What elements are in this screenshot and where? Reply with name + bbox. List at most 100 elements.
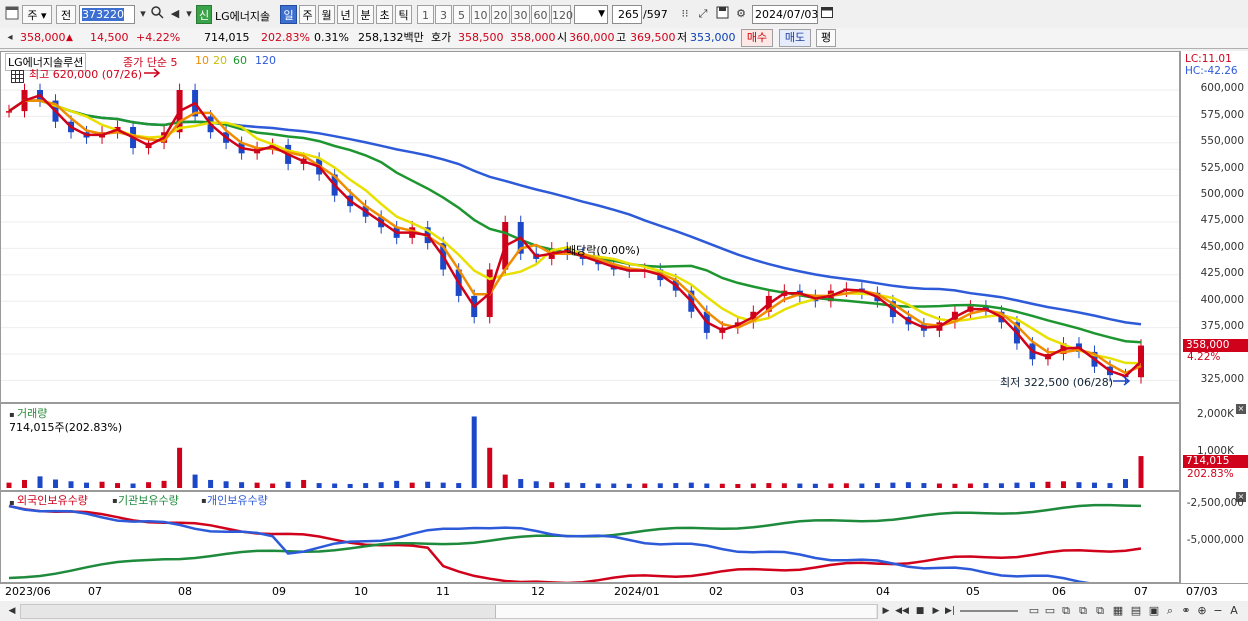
volume-bar bbox=[239, 482, 245, 488]
minute-10-button[interactable]: 10 bbox=[471, 5, 490, 24]
volume-bar bbox=[936, 483, 942, 488]
crosshair-icon[interactable]: ⤢ bbox=[698, 7, 708, 20]
y-tick-label: 2,000K bbox=[1197, 408, 1234, 420]
zoom-slider[interactable] bbox=[960, 610, 1018, 612]
period-minute-button[interactable]: 분 bbox=[357, 5, 374, 24]
x-tick-label: 09 bbox=[272, 585, 286, 598]
y-tick-label: 475,000 bbox=[1200, 214, 1244, 226]
scroll-left-icon[interactable]: ◀ bbox=[8, 606, 16, 616]
market-select[interactable]: 주 ▾ bbox=[22, 5, 52, 24]
volume-bar bbox=[843, 483, 849, 488]
minute-60-button[interactable]: 60 bbox=[531, 5, 550, 24]
magnifier-icon[interactable]: ⌕ bbox=[1166, 604, 1174, 617]
buy-button[interactable]: 매수 bbox=[741, 29, 773, 47]
price-chart-panel[interactable]: LG에너지솔루션 종가 단순 5 10 20 60 120 최고 620,000… bbox=[0, 51, 1180, 403]
window-split-icon[interactable]: ▭ bbox=[1044, 604, 1056, 617]
period-month-button[interactable]: 월 bbox=[318, 5, 335, 24]
period-tick-button[interactable]: 틱 bbox=[395, 5, 412, 24]
interval-select[interactable]: ▼ bbox=[574, 5, 608, 24]
stock-code-input[interactable]: 373220 bbox=[79, 5, 135, 24]
list-icon[interactable]: ▤ bbox=[1130, 604, 1142, 617]
zoom-in-icon[interactable]: ⊕ bbox=[1197, 604, 1207, 617]
chevron-down-icon[interactable]: ▾ bbox=[186, 7, 192, 20]
x-tick-label: 07 bbox=[88, 585, 102, 598]
volume-bar bbox=[626, 483, 632, 488]
price-chart-canvas bbox=[1, 68, 1179, 386]
period-second-button[interactable]: 초 bbox=[376, 5, 393, 24]
stop-icon[interactable]: ■ bbox=[915, 606, 925, 616]
minute-3-button[interactable]: 3 bbox=[435, 5, 452, 24]
volume-bar bbox=[316, 483, 322, 488]
volume-bar bbox=[580, 483, 586, 488]
grid-icon[interactable]: ⁝⁝ bbox=[681, 7, 689, 20]
volume-bar bbox=[471, 416, 477, 488]
period-day-button[interactable]: 일 bbox=[280, 5, 297, 24]
link-icon[interactable]: ⧉ bbox=[1079, 604, 1087, 617]
auto-scale-icon[interactable]: A bbox=[1230, 604, 1238, 617]
volume-bar bbox=[921, 483, 927, 488]
minute-120-button[interactable]: 120 bbox=[551, 5, 573, 24]
close-icon[interactable]: × bbox=[1236, 492, 1246, 502]
multi-window-icon[interactable]: ⧉ bbox=[1062, 604, 1070, 617]
prev-button[interactable]: 전 bbox=[56, 5, 76, 24]
chevron-down-icon[interactable]: ▾ bbox=[140, 7, 146, 20]
ma20-line bbox=[8, 99, 1142, 365]
current-volume-pct: 202.83% bbox=[1187, 468, 1234, 480]
stock-name: LG에너지솔 bbox=[215, 10, 271, 23]
volume-bar bbox=[735, 483, 741, 488]
volume-bar bbox=[502, 474, 508, 488]
ma20-label: 20 bbox=[213, 54, 227, 67]
chart-toolbar: 주 ▾ 전 373220 ▾ ◀ ▾ 신 LG에너지솔 일 주 월 년 분 초 … bbox=[0, 0, 1248, 29]
volume-bar bbox=[440, 482, 446, 488]
minute-20-button[interactable]: 20 bbox=[491, 5, 510, 24]
speaker-icon[interactable]: ◀ bbox=[170, 7, 180, 20]
table-icon[interactable] bbox=[9, 70, 25, 86]
layout-icon[interactable]: ▭ bbox=[1028, 604, 1040, 617]
gear-icon[interactable]: ⚙ bbox=[736, 7, 746, 20]
period-week-button[interactable]: 주 bbox=[299, 5, 316, 24]
x-tick-label: 2024/01 bbox=[614, 585, 660, 598]
volume-bar bbox=[53, 479, 59, 488]
stock-code-value: 373220 bbox=[82, 8, 124, 21]
horizontal-scrollbar[interactable] bbox=[20, 604, 878, 619]
close-icon[interactable]: × bbox=[1236, 404, 1246, 414]
search-icon[interactable] bbox=[149, 6, 165, 22]
scroll-right-icon[interactable]: ▶ bbox=[882, 606, 890, 616]
eval-button[interactable]: 평 bbox=[816, 29, 836, 47]
export-icon[interactable]: ▣ bbox=[1148, 604, 1160, 617]
minute-5-button[interactable]: 5 bbox=[453, 5, 470, 24]
collapse-icon[interactable]: ◂ bbox=[7, 32, 13, 43]
volume-bar bbox=[1045, 481, 1051, 488]
volume-bar bbox=[1138, 456, 1144, 488]
window-icon[interactable] bbox=[4, 6, 20, 22]
date-input[interactable]: 2024/07/03 bbox=[752, 5, 818, 24]
compare-icon[interactable]: ⧉ bbox=[1096, 604, 1104, 617]
volume-bar bbox=[409, 482, 415, 488]
open-label: 시 bbox=[557, 31, 568, 44]
volume-chart-panel[interactable]: ▪ 거래량 714,015주(202.83%) bbox=[0, 403, 1180, 491]
minute-30-button[interactable]: 30 bbox=[511, 5, 530, 24]
count-input[interactable]: 265 bbox=[612, 5, 642, 24]
link-chain-icon[interactable]: ⚭ bbox=[1181, 604, 1191, 617]
lc-label: LC:11.01 bbox=[1185, 53, 1232, 65]
save-icon[interactable] bbox=[714, 6, 730, 22]
minute-1-button[interactable]: 1 bbox=[417, 5, 434, 24]
step-icon[interactable]: ▶| bbox=[945, 606, 955, 616]
low-label: 저 bbox=[677, 31, 688, 44]
grid-icon[interactable]: ▦ bbox=[1112, 604, 1124, 617]
holding-chart-panel[interactable]: ▪ 외국인보유수량 ▪ 기관보유수량 ▪ 개인보유수량 bbox=[0, 491, 1180, 583]
sell-button[interactable]: 매도 bbox=[779, 29, 811, 47]
volume-bar bbox=[394, 480, 400, 488]
calendar-icon[interactable] bbox=[819, 6, 835, 22]
scrollbar-thumb[interactable] bbox=[495, 605, 876, 618]
play-icon[interactable]: ▶ bbox=[932, 606, 940, 616]
panel-handle-icon[interactable]: ▪ bbox=[9, 498, 15, 507]
volume-bar bbox=[905, 482, 911, 488]
institution-holding-line bbox=[8, 503, 1142, 580]
zoom-out-icon[interactable]: − bbox=[1213, 604, 1223, 617]
panel-handle-icon[interactable]: ▪ bbox=[9, 410, 15, 419]
rewind-icon[interactable]: ◀◀ bbox=[895, 606, 909, 616]
volume-bar bbox=[208, 479, 214, 488]
period-year-button[interactable]: 년 bbox=[337, 5, 354, 24]
individual-holding-line bbox=[8, 504, 1090, 582]
